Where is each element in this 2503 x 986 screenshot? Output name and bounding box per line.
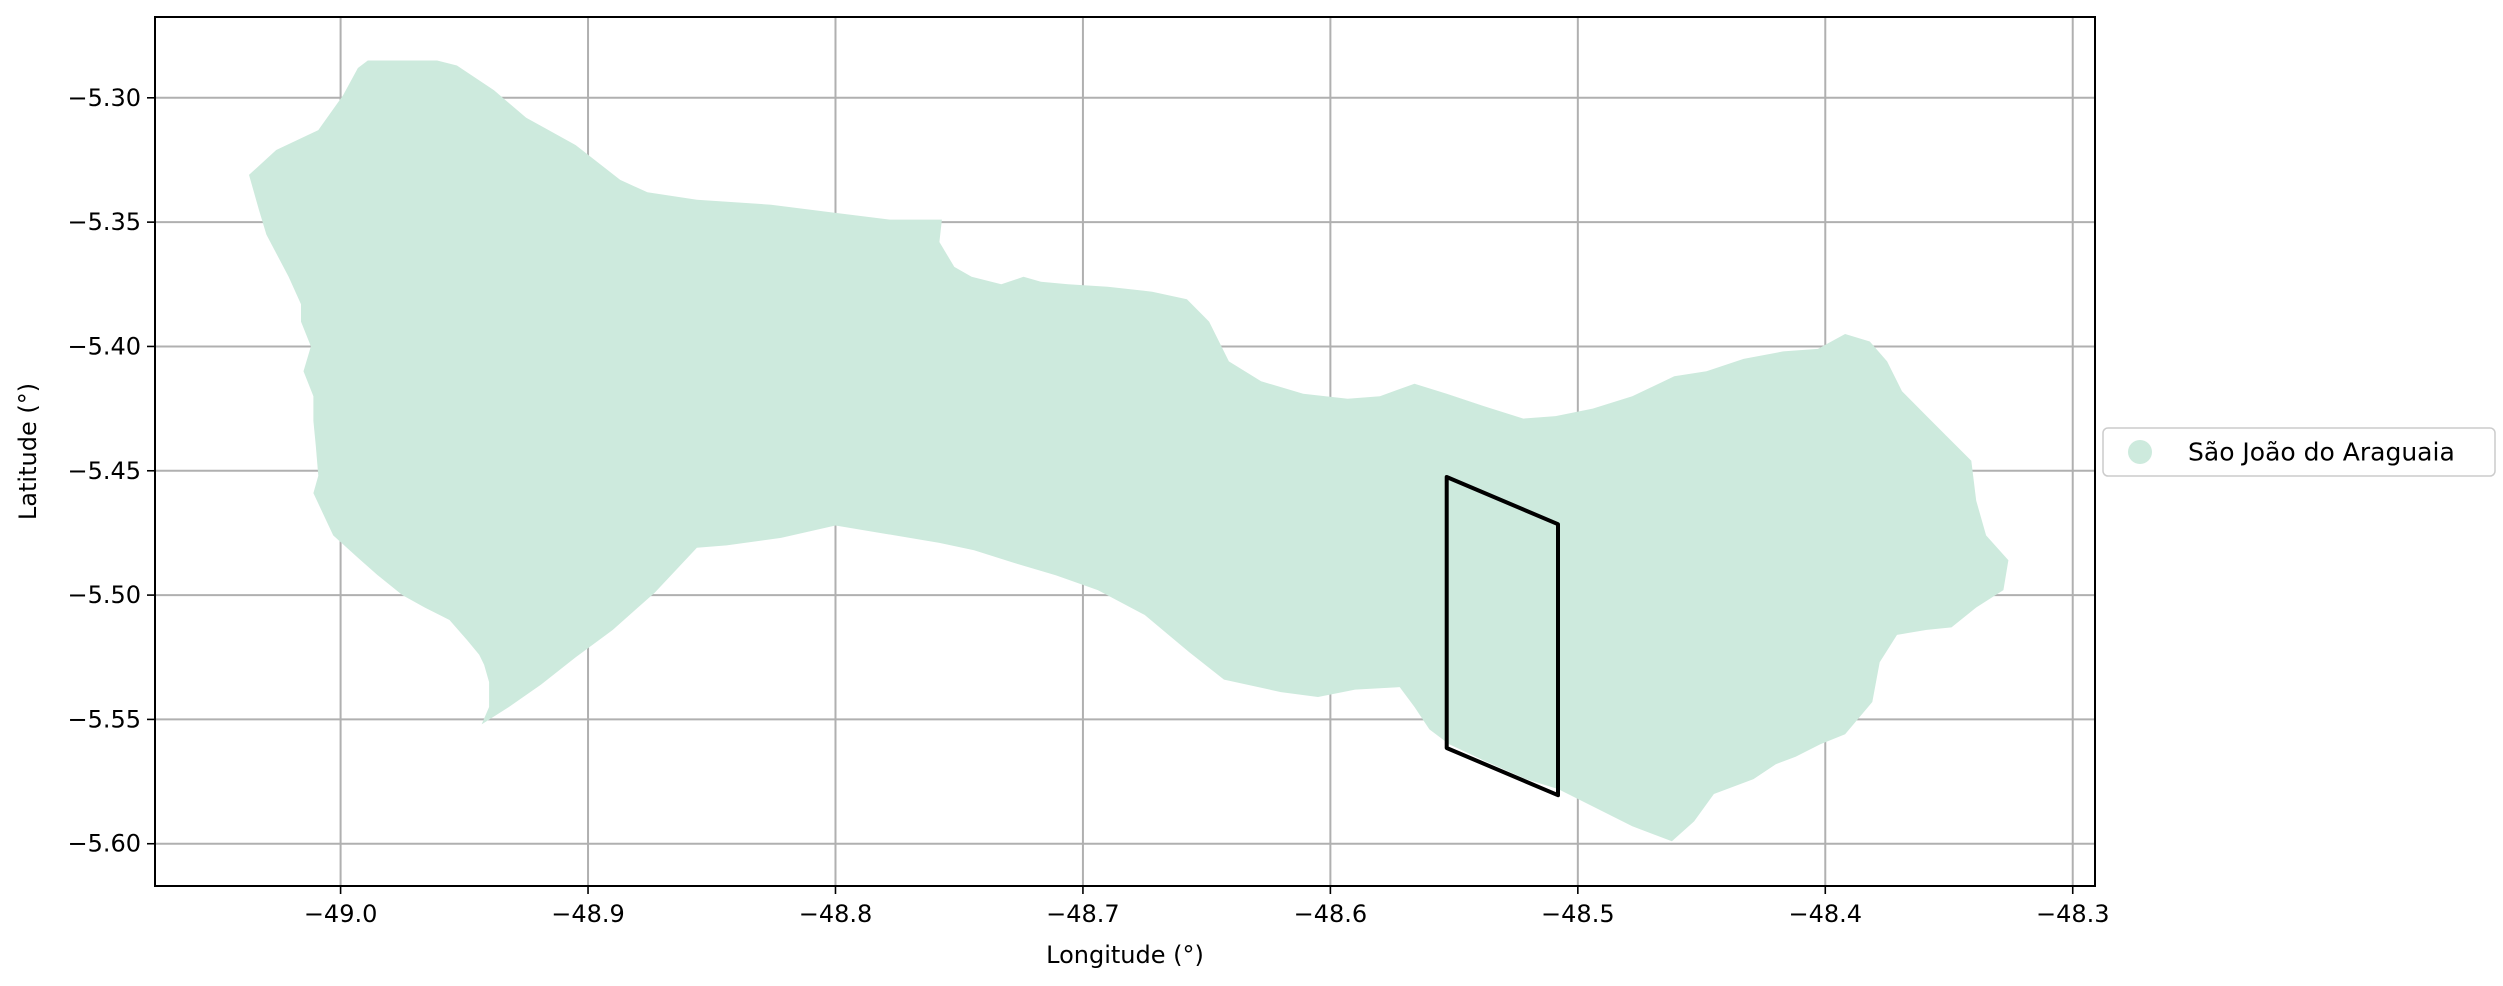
x-tick-label: −48.4	[1789, 900, 1863, 928]
x-axis-ticks: −49.0 −48.9 −48.8 −48.7 −48.6 −48.5 −48.4 −48.3	[304, 886, 2110, 928]
x-tick-label: −48.3	[2036, 900, 2110, 928]
x-tick-label: −49.0	[304, 900, 378, 928]
y-tick-label: −5.30	[67, 84, 141, 112]
x-tick-label: −48.9	[551, 900, 625, 928]
y-tick-label: −5.45	[67, 457, 141, 485]
x-tick-label: −48.8	[799, 900, 873, 928]
legend-label: São João do Araguaia	[2188, 438, 2455, 467]
x-tick-label: −48.5	[1541, 900, 1615, 928]
y-axis-label: Latitude (°)	[14, 383, 42, 520]
region-polygon-sao-joao-do-araguaia	[249, 60, 2009, 842]
y-tick-label: −5.60	[67, 830, 141, 858]
x-tick-label: −48.7	[1046, 900, 1120, 928]
y-axis-ticks: −5.30 −5.35 −5.40 −5.45 −5.50 −5.55 −5.60	[67, 84, 155, 858]
legend-marker	[2128, 440, 2152, 464]
x-tick-label: −48.6	[1294, 900, 1368, 928]
y-tick-label: −5.55	[67, 705, 141, 733]
plot-frame	[154, 16, 2096, 887]
outline-layer	[1444, 475, 1560, 798]
y-tick-label: −5.35	[67, 208, 141, 236]
y-tick-label: −5.50	[67, 581, 141, 609]
x-axis-label: Longitude (°)	[1046, 941, 1204, 969]
y-tick-label: −5.40	[67, 332, 141, 360]
region-layer	[249, 60, 2009, 842]
legend: São João do Araguaia	[2102, 427, 2496, 477]
legend-box	[2102, 427, 2496, 477]
boundary-outline	[1444, 475, 1560, 798]
